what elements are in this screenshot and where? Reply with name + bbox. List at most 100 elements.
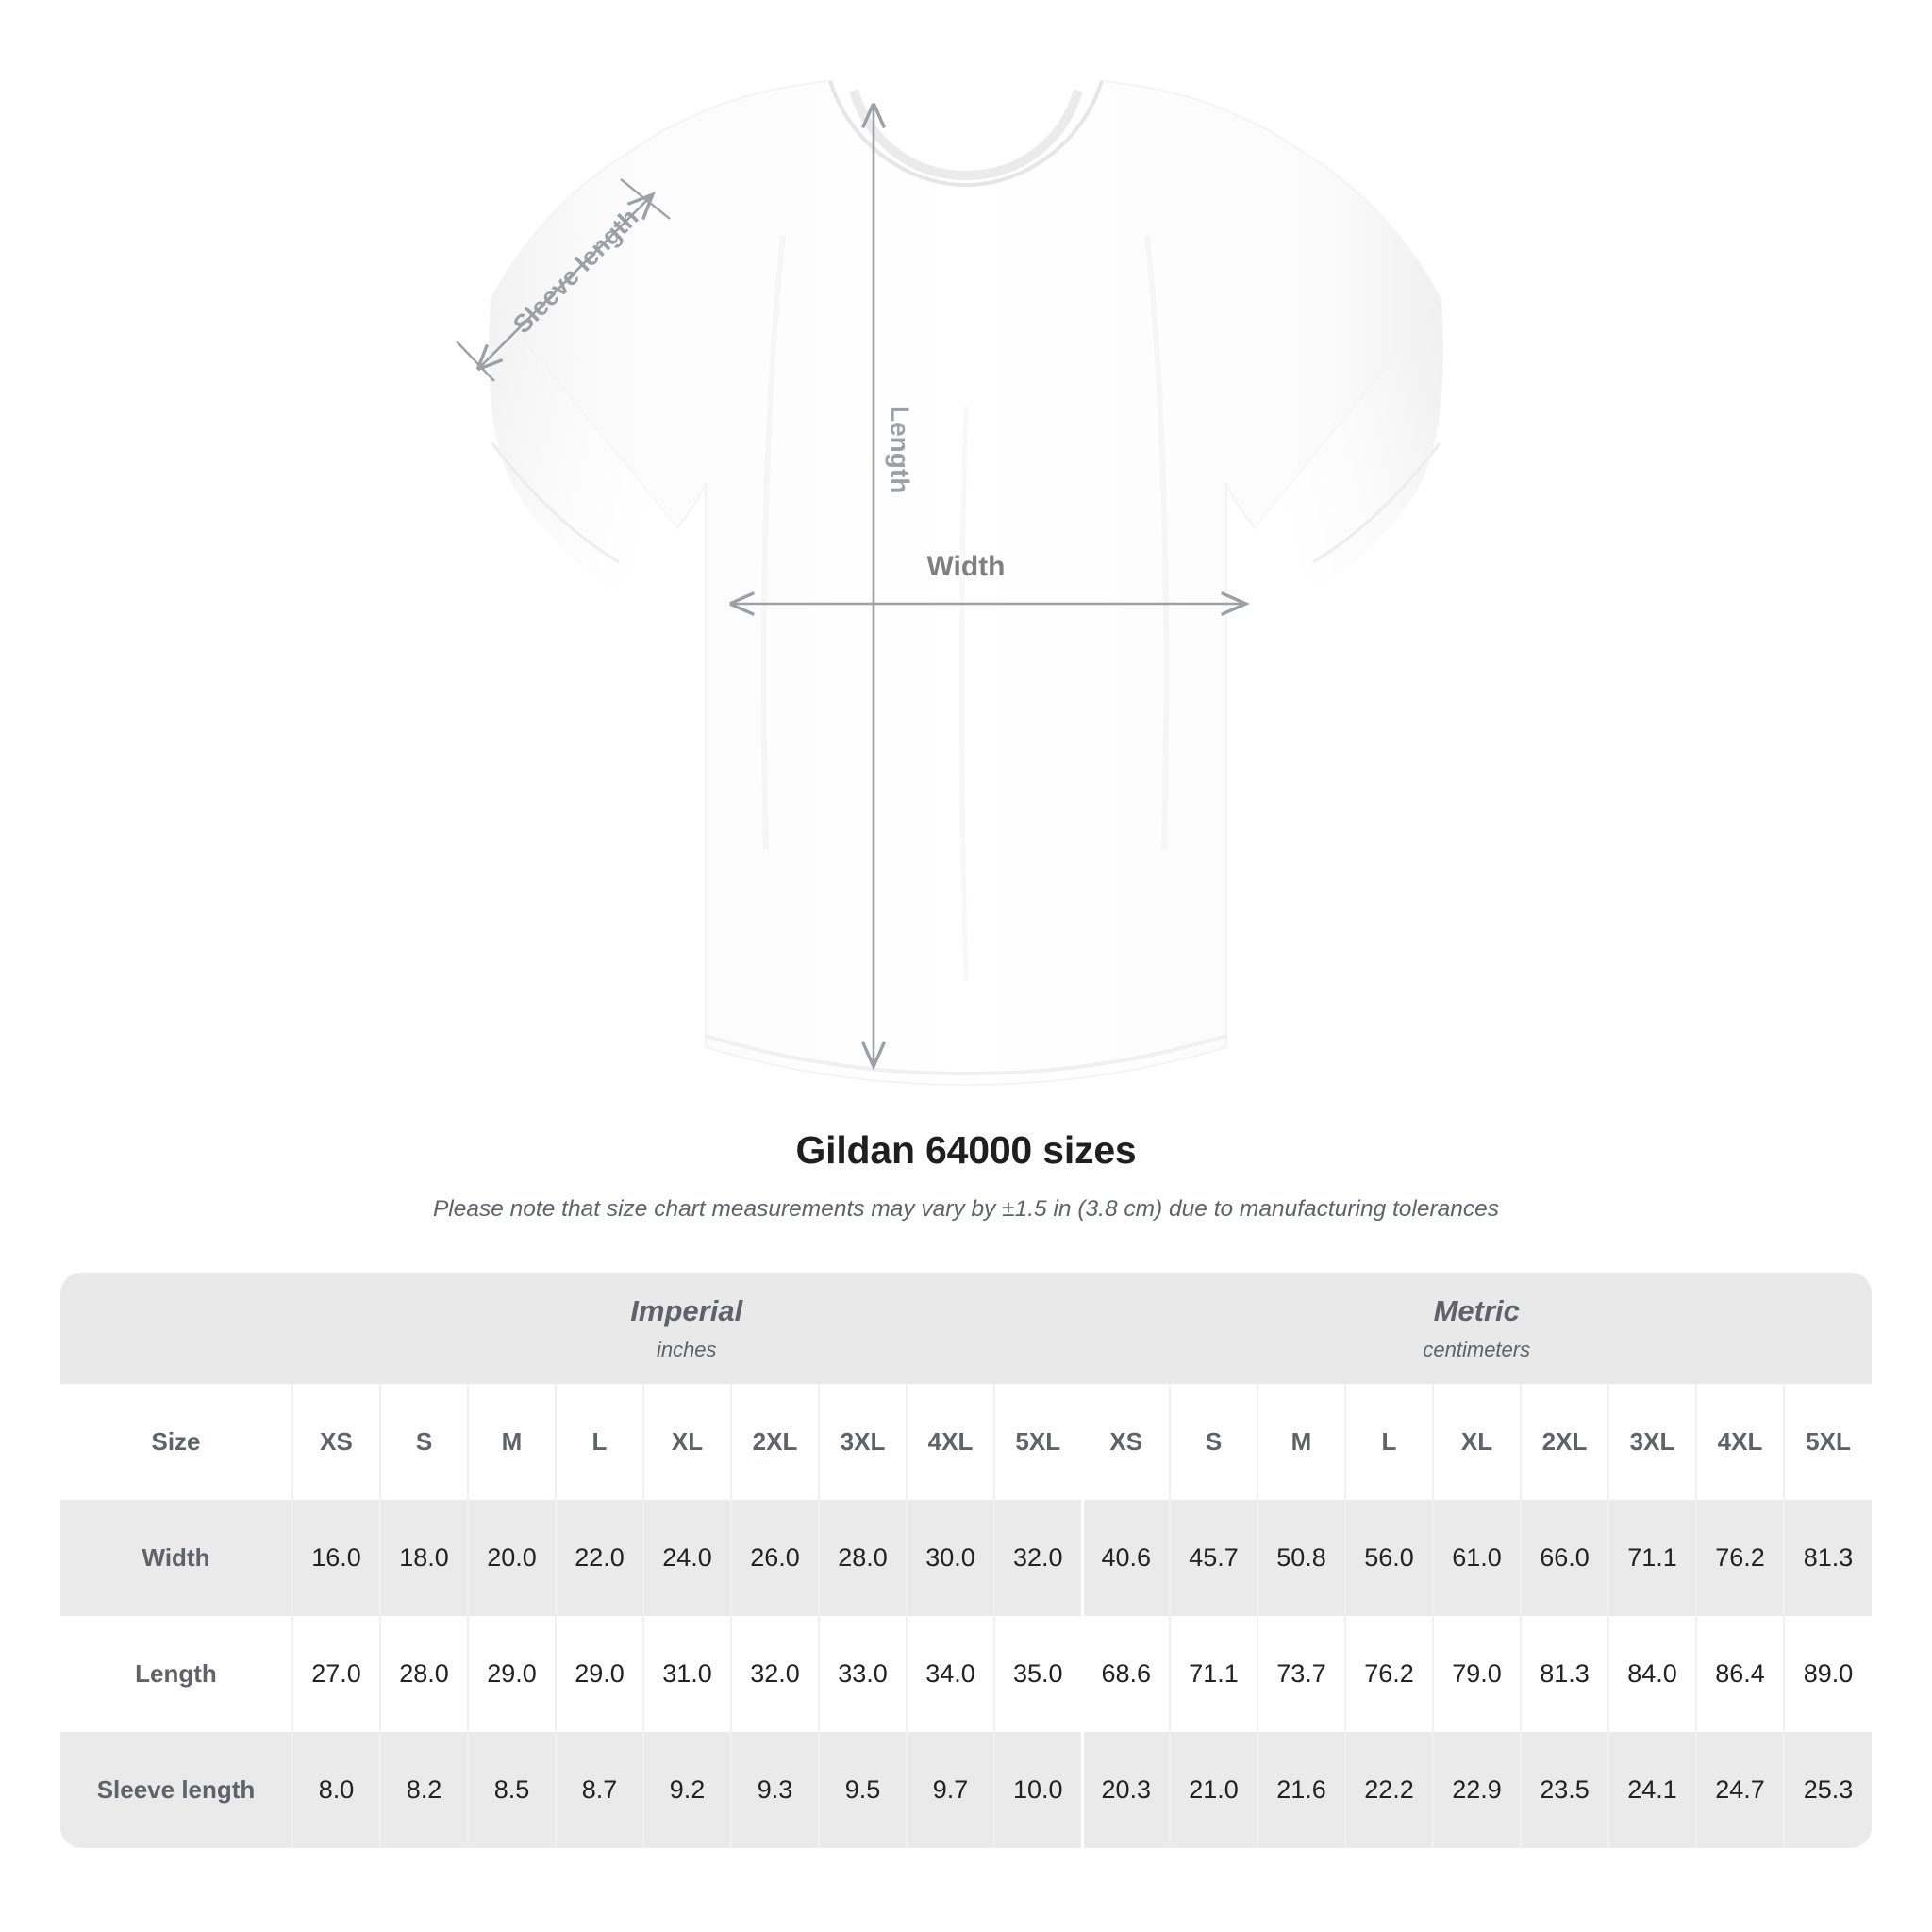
page-title: Gildan 64000 sizes — [795, 1128, 1137, 1172]
row-label-sleeve-length: Sleeve length — [96, 1775, 256, 1804]
cell-width-metric-xl: 61.0 — [1432, 1500, 1521, 1616]
size-table: Size XS S M L XL 2XL 3XL 4XL 5XL XS S M … — [60, 1384, 1872, 1848]
header-size-imperial-m: M — [467, 1384, 556, 1500]
tolerance-note: Please note that size chart measurements… — [432, 1196, 1500, 1223]
cell-sleeve-imperial-m: 8.5 — [467, 1732, 556, 1848]
metric-label: Metric — [1433, 1293, 1520, 1327]
cell-width-metric-xs: 40.6 — [1080, 1500, 1170, 1616]
cell-width-imperial-m: 20.0 — [467, 1500, 556, 1616]
cell-width-imperial-4xl: 30.0 — [906, 1500, 994, 1616]
header-size-imperial-5xl: 5XL — [993, 1384, 1082, 1500]
cell-width-imperial-3xl: 28.0 — [818, 1500, 907, 1616]
header-size-metric-xs: XS — [1080, 1384, 1170, 1500]
cell-sleeve-metric-3xl: 24.1 — [1607, 1732, 1696, 1848]
cell-width-imperial-5xl: 32.0 — [993, 1500, 1082, 1616]
fabric-fold-center — [959, 405, 969, 982]
cell-length-imperial-s: 28.0 — [379, 1616, 468, 1732]
cell-sleeve-imperial-xs: 8.0 — [291, 1732, 380, 1848]
collar-outer — [828, 80, 1104, 188]
header-size-label: Size — [151, 1427, 201, 1456]
header-size-imperial-xl: XL — [642, 1384, 731, 1500]
bottom-hem — [705, 1034, 1227, 1076]
cell-sleeve-imperial-l: 8.7 — [555, 1732, 643, 1848]
cell-length-metric-l: 76.2 — [1344, 1616, 1433, 1732]
width-label: Width — [926, 551, 1005, 582]
cell-sleeve-metric-4xl: 24.7 — [1695, 1732, 1784, 1848]
cell-width-metric-2xl: 66.0 — [1520, 1500, 1608, 1616]
header-size-metric-4xl: 4XL — [1695, 1384, 1784, 1500]
cell-length-metric-4xl: 86.4 — [1695, 1616, 1784, 1732]
metric-unit: centimeters — [1423, 1337, 1531, 1361]
cell-sleeve-imperial-5xl: 10.0 — [993, 1732, 1082, 1848]
fabric-fold-right — [1144, 235, 1170, 850]
header-size-imperial-4xl: 4XL — [906, 1384, 994, 1500]
cell-sleeve-metric-l: 22.2 — [1344, 1732, 1433, 1848]
cell-length-imperial-5xl: 35.0 — [993, 1616, 1082, 1732]
cell-length-metric-m: 73.7 — [1257, 1616, 1345, 1732]
header-size-metric-l: L — [1344, 1384, 1433, 1500]
imperial-label: Imperial — [630, 1293, 743, 1327]
tshirt-measurement-diagram: Length Width Sleeve length — [456, 79, 1443, 1087]
cell-sleeve-metric-m: 21.6 — [1257, 1732, 1345, 1848]
cell-width-imperial-2xl: 26.0 — [730, 1500, 819, 1616]
cell-sleeve-imperial-3xl: 9.5 — [818, 1732, 907, 1848]
cell-length-metric-5xl: 89.0 — [1783, 1616, 1872, 1732]
header-size-metric-s: S — [1169, 1384, 1257, 1500]
cell-length-metric-3xl: 84.0 — [1607, 1616, 1696, 1732]
size-table-wrapper: Imperial inches Metric centimeters Size … — [60, 1273, 1872, 1848]
fabric-fold-left — [760, 235, 786, 850]
cell-width-metric-5xl: 81.3 — [1783, 1500, 1872, 1616]
cell-width-imperial-l: 22.0 — [555, 1500, 643, 1616]
unit-section-metric: Metric centimeters — [1082, 1273, 1873, 1384]
cell-sleeve-imperial-4xl: 9.7 — [906, 1732, 994, 1848]
header-size-metric-xl: XL — [1432, 1384, 1521, 1500]
header-size-metric-5xl: 5XL — [1783, 1384, 1872, 1500]
header-size-metric-2xl: 2XL — [1520, 1384, 1608, 1500]
cell-length-imperial-l: 29.0 — [555, 1616, 643, 1732]
cell-sleeve-metric-5xl: 25.3 — [1783, 1732, 1872, 1848]
cell-width-imperial-xs: 16.0 — [291, 1500, 380, 1616]
cell-width-imperial-xl: 24.0 — [642, 1500, 731, 1616]
table-row-length: Length 27.0 28.0 29.0 29.0 31.0 32.0 33.… — [60, 1616, 1872, 1732]
table-row-width: Width 16.0 18.0 20.0 22.0 24.0 26.0 28.0… — [60, 1500, 1872, 1616]
cell-length-imperial-4xl: 34.0 — [906, 1616, 994, 1732]
row-label-length: Length — [135, 1659, 217, 1688]
unit-section-imperial: Imperial inches — [291, 1273, 1082, 1384]
cell-length-imperial-3xl: 33.0 — [818, 1616, 907, 1732]
cell-width-imperial-s: 18.0 — [379, 1500, 468, 1616]
cell-length-imperial-m: 29.0 — [467, 1616, 556, 1732]
header-size-imperial-xs: XS — [291, 1384, 380, 1500]
title-block: Gildan 64000 sizes Please note that size… — [0, 1127, 1932, 1224]
length-measure-group: Length — [874, 106, 915, 1064]
cell-length-metric-xl: 79.0 — [1432, 1616, 1521, 1732]
header-size-imperial-s: S — [379, 1384, 468, 1500]
cell-width-metric-s: 45.7 — [1169, 1500, 1257, 1616]
cell-sleeve-metric-xl: 22.9 — [1432, 1732, 1521, 1848]
header-size-imperial-l: L — [555, 1384, 643, 1500]
cell-length-imperial-xl: 31.0 — [642, 1616, 731, 1732]
cell-width-metric-m: 50.8 — [1257, 1500, 1345, 1616]
header-size-imperial-3xl: 3XL — [818, 1384, 907, 1500]
right-sleeve — [1255, 300, 1443, 587]
tshirt-silhouette — [489, 79, 1443, 1087]
unit-system-banner: Imperial inches Metric centimeters — [60, 1273, 1872, 1384]
length-label: Length — [886, 406, 915, 493]
cell-length-imperial-2xl: 32.0 — [730, 1616, 819, 1732]
cell-length-imperial-xs: 27.0 — [291, 1616, 380, 1732]
cell-sleeve-metric-s: 21.0 — [1169, 1732, 1257, 1848]
row-label-width: Width — [142, 1543, 210, 1572]
header-size-metric-m: M — [1257, 1384, 1345, 1500]
cell-length-metric-s: 71.1 — [1169, 1616, 1257, 1732]
cell-sleeve-metric-xs: 20.3 — [1080, 1732, 1170, 1848]
cell-length-metric-2xl: 81.3 — [1520, 1616, 1608, 1732]
cell-sleeve-metric-2xl: 23.5 — [1520, 1732, 1608, 1848]
cell-sleeve-imperial-2xl: 9.3 — [730, 1732, 819, 1848]
cell-width-metric-3xl: 71.1 — [1607, 1500, 1696, 1616]
sleeve-arrow-line — [479, 196, 651, 368]
left-sleeve-hem — [491, 442, 620, 564]
cell-width-metric-4xl: 76.2 — [1695, 1500, 1784, 1616]
cell-sleeve-imperial-s: 8.2 — [379, 1732, 468, 1848]
width-measure-group: Width — [732, 551, 1243, 604]
cell-width-metric-l: 56.0 — [1344, 1500, 1433, 1616]
